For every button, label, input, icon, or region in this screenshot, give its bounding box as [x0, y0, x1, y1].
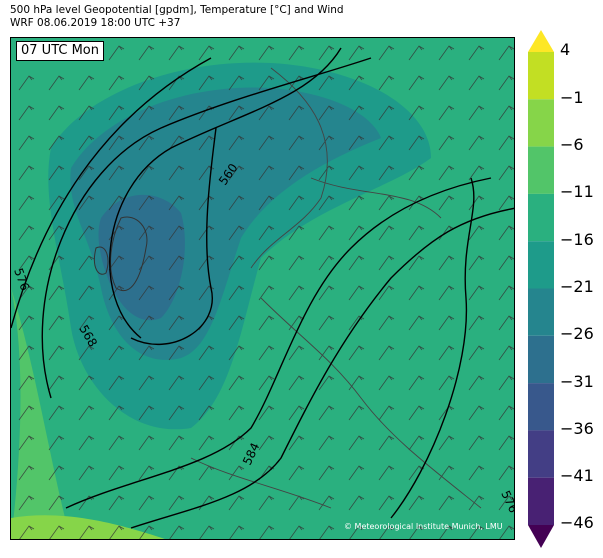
contour-576-west: [11, 57, 212, 329]
colorbar-segment: [528, 193, 554, 242]
chart-header: 500 hPa level Geopotential [gpdm], Tempe…: [10, 4, 344, 30]
coastlines: [190, 67, 482, 509]
wind-barbs: [11, 38, 514, 539]
colorbar-segments: [528, 52, 554, 525]
british-isles-outline: [93, 216, 148, 291]
contour-568: [41, 57, 372, 399]
colorbar-segment: [528, 477, 554, 525]
colorbar-segment: [528, 99, 554, 147]
time-label: 07 UTC Mon: [16, 41, 104, 61]
colorbar-tick: −26: [560, 324, 594, 343]
colorbar-tick: 4: [560, 40, 571, 59]
colorbar-tick: −46: [560, 513, 594, 532]
header-title: 500 hPa level Geopotential [gpdm], Tempe…: [10, 4, 344, 16]
colorbar-segment: [528, 335, 554, 384]
colorbar-segment: [528, 383, 554, 431]
colorbar-segment: [528, 430, 554, 478]
contour-560: [109, 47, 342, 339]
map-panel[interactable]: 576 568 560 584 576: [10, 37, 515, 540]
contour-584: [130, 207, 514, 529]
colorbar-segment: [528, 52, 554, 100]
colorbar-tick: −41: [560, 466, 594, 485]
colorbar-segment: [528, 241, 554, 289]
colorbar-top-arrow: [528, 30, 554, 52]
colorbar-tick: −1: [560, 88, 584, 107]
credit-text: © Meteorological Institute Munich, LMU: [344, 522, 503, 531]
colorbar: [528, 30, 554, 548]
colorbar-segment: [528, 288, 554, 336]
colorbar-bottom-arrow: [528, 525, 554, 548]
header-run-info: WRF 08.06.2019 18:00 UTC +37: [10, 17, 181, 29]
contour-552: [130, 127, 217, 346]
colorbar-segment: [528, 146, 554, 194]
colorbar-tick: −11: [560, 182, 594, 201]
contour-576-east: [65, 177, 492, 509]
colorbar-tick: −31: [560, 372, 594, 391]
colorbar-tick: −36: [560, 419, 594, 438]
contour-592: [390, 177, 475, 519]
colorbar-tick: −16: [560, 230, 594, 249]
colorbar-tick: −21: [560, 277, 594, 296]
map-canvas: 576 568 560 584 576: [11, 38, 514, 539]
colorbar-tick: −6: [560, 135, 584, 154]
